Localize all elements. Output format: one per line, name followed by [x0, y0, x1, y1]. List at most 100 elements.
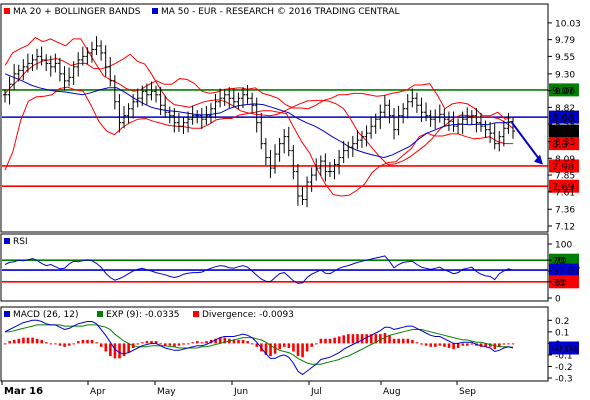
macd-current-label: -0.04: [552, 344, 578, 355]
divergence-bar: [44, 342, 48, 344]
rsi-tick-label-4: 0: [555, 295, 561, 305]
divergence-bar: [255, 343, 259, 347]
divergence-bar: [136, 343, 140, 345]
divergence-bar: [420, 343, 423, 345]
divergence-bar: [466, 343, 469, 346]
price-tick-label-2: 9.55: [555, 53, 575, 63]
divergence-bar: [58, 343, 62, 346]
rsi-tick-label-3: 30: [555, 278, 567, 288]
divergence-bar: [379, 334, 382, 344]
rsi-30-level-tag: [549, 275, 579, 289]
x-tick-label-5: Aug: [383, 387, 401, 397]
divergence-bar: [8, 341, 11, 344]
divergence-bar: [337, 336, 341, 344]
rsi-tick-label-1: 70: [555, 257, 567, 267]
divergence-bar: [223, 337, 227, 344]
exp-legend-swatch: [97, 311, 103, 317]
price-8.48-level-tag: [549, 124, 579, 138]
divergence-bar: [461, 343, 465, 346]
rsi-tick-label-0: 100: [555, 241, 572, 251]
divergence-bar: [470, 343, 474, 345]
divergence-bar: [163, 343, 167, 346]
price-tick-label-6: 8.58: [555, 121, 575, 131]
divergence-bar: [31, 337, 34, 344]
divergence-bar: [154, 341, 158, 344]
ma20-line: [4, 53, 514, 166]
macd-tick-label-5: -0.3: [555, 375, 573, 385]
divergence-bar: [77, 341, 80, 344]
divergence-bar: [196, 341, 199, 344]
price-tick-label-1: 9.79: [555, 36, 575, 46]
divergence-bar: [347, 334, 350, 344]
ma50-line: [4, 73, 514, 159]
divergence-bar: [328, 338, 332, 344]
rsi-line: [4, 255, 514, 284]
divergence-bar: [3, 343, 7, 345]
divergence-bar: [237, 339, 240, 344]
divergence-bar: [374, 334, 378, 344]
price-tick-label-11: 7.36: [555, 206, 575, 216]
divergence-bar: [438, 343, 442, 346]
divergence-bar: [17, 338, 21, 344]
price-tick-label-7: 8.33: [555, 138, 575, 148]
price-tick-label-10: 7.61: [555, 188, 575, 198]
divergence-bar: [443, 343, 446, 347]
rsi-70-level-tag: [549, 253, 579, 267]
divergence-bar: [99, 343, 103, 347]
divergence-bar: [246, 341, 249, 344]
macd-current-tag: [549, 341, 579, 355]
divergence-bar: [301, 343, 304, 358]
divergence-bar: [433, 343, 437, 347]
bollinger-upper-line: [4, 36, 514, 120]
divergence-bar: [282, 343, 286, 347]
price-8.3-level-label: 8.3: [552, 140, 568, 151]
divergence-bar: [511, 343, 515, 345]
divergence-bar: [319, 338, 323, 344]
exp-legend-label: EXP (9): -0.0335: [106, 310, 180, 320]
exp-line: [5, 324, 514, 365]
divergence-bar: [72, 343, 76, 345]
divergence-bar: [296, 343, 300, 357]
forecast-arrow-line: [511, 122, 542, 163]
divergence-bar: [250, 343, 254, 345]
divergence-legend-label: Divergence: -0.0093: [202, 310, 294, 320]
divergence-bar: [141, 342, 144, 344]
divergence-bar: [150, 341, 153, 344]
price-tick-label-8: 8.09: [555, 155, 575, 165]
x-tick-label-4: Jul: [310, 387, 322, 397]
divergence-bar: [333, 337, 336, 344]
divergence-bar: [159, 343, 163, 345]
rsi-51.67-level-label: 51.67: [552, 266, 581, 277]
divergence-bar: [502, 343, 506, 345]
legend-swatch-ma20: [4, 8, 10, 14]
divergence-bar: [63, 343, 66, 347]
x-tick-label-2: May: [157, 387, 176, 397]
divergence-bar: [278, 343, 281, 350]
price-7.98-level-tag: [549, 159, 579, 173]
price-9.07-level-label: 9.07: [552, 86, 574, 97]
price-panel-frame: [0, 3, 549, 233]
divergence-bar: [26, 337, 30, 344]
x-tick-label-3: Jun: [233, 387, 248, 397]
price-7.69-level-label: 7.69: [552, 182, 574, 193]
price-9.07-level-tag: [549, 83, 579, 97]
divergence-bar: [452, 343, 455, 350]
divergence-bar: [388, 335, 391, 344]
divergence-bar: [310, 343, 314, 347]
divergence-bar: [54, 343, 57, 345]
rsi-panel-frame: [0, 233, 549, 302]
divergence-bar: [86, 339, 89, 344]
macd-legend-swatch: [4, 311, 10, 317]
price-7.98-level-label: 7.98: [552, 162, 574, 173]
divergence-bar: [35, 338, 39, 344]
divergence-bar: [397, 338, 400, 344]
price-tick-label-3: 9.30: [555, 70, 575, 80]
divergence-legend-swatch: [193, 311, 199, 317]
divergence-bar: [488, 343, 492, 347]
divergence-bar: [342, 335, 346, 344]
divergence-bar: [369, 334, 373, 344]
macd-tick-label-0: 0.2: [555, 317, 569, 327]
divergence-bar: [356, 334, 359, 344]
price-7.69-level-tag: [549, 179, 579, 193]
